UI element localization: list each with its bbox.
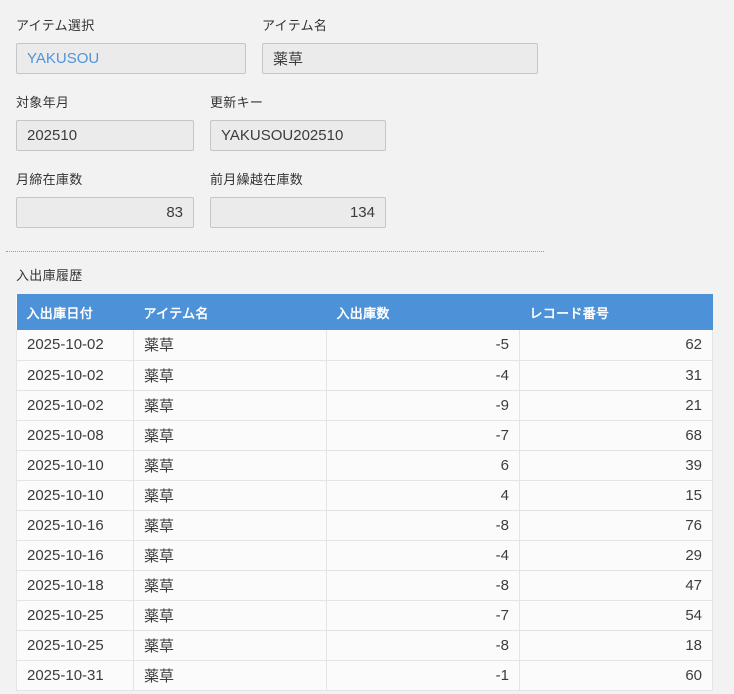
history-cell-date: 2025-10-02	[16, 390, 134, 421]
history-cell-date: 2025-10-18	[16, 570, 134, 601]
history-cell-record-no: 29	[519, 540, 713, 571]
history-cell-item-name: 薬草	[133, 480, 327, 511]
history-cell-record-no: 39	[519, 450, 713, 481]
history-cell-item-name: 薬草	[133, 510, 327, 541]
history-cell-qty: 6	[326, 450, 520, 481]
target-month-group: 対象年月	[16, 92, 194, 151]
form-row-2: 対象年月 更新キー	[16, 92, 718, 151]
history-cell-item-name: 薬草	[133, 570, 327, 601]
update-key-input[interactable]	[210, 120, 386, 151]
history-row: 2025-10-02 薬草 -5 62	[16, 330, 713, 361]
history-cell-qty: -1	[326, 660, 520, 691]
history-cell-record-no: 47	[519, 570, 713, 601]
history-cell-record-no: 18	[519, 630, 713, 661]
form-row-3: 月締在庫数 前月繰越在庫数	[16, 169, 718, 228]
history-cell-date: 2025-10-16	[16, 510, 134, 541]
form-row-1: アイテム選択 アイテム名	[16, 15, 718, 74]
history-cell-record-no: 21	[519, 390, 713, 421]
item-name-label: アイテム名	[262, 18, 328, 33]
column-header-item-name: アイテム名	[133, 294, 327, 330]
update-key-group: 更新キー	[210, 92, 386, 151]
history-table: 入出庫日付 アイテム名 入出庫数 レコード番号 2025-10-02 薬草 -5 62…	[16, 294, 713, 691]
history-cell-date: 2025-10-10	[16, 480, 134, 511]
history-cell-record-no: 60	[519, 660, 713, 691]
history-cell-item-name: 薬草	[133, 330, 327, 361]
history-section-title: 入出庫履歴	[16, 268, 83, 283]
history-cell-item-name: 薬草	[133, 660, 327, 691]
column-header-date: 入出庫日付	[16, 294, 134, 330]
prev-month-carryover-stock-group: 前月繰越在庫数	[210, 169, 386, 228]
item-select-label: アイテム選択	[16, 18, 95, 33]
history-row: 2025-10-08 薬草 -7 68	[16, 420, 713, 451]
history-cell-date: 2025-10-31	[16, 660, 134, 691]
history-cell-record-no: 31	[519, 360, 713, 391]
history-row: 2025-10-02 薬草 -9 21	[16, 390, 713, 421]
history-cell-date: 2025-10-25	[16, 630, 134, 661]
history-cell-item-name: 薬草	[133, 390, 327, 421]
history-cell-qty: 4	[326, 480, 520, 511]
history-header-row: 入出庫日付 アイテム名 入出庫数 レコード番号	[16, 294, 713, 330]
history-cell-qty: -9	[326, 390, 520, 421]
history-row: 2025-10-31 薬草 -1 60	[16, 660, 713, 691]
history-cell-qty: -5	[326, 330, 520, 361]
history-cell-record-no: 54	[519, 600, 713, 631]
history-cell-record-no: 62	[519, 330, 713, 361]
history-row: 2025-10-16 薬草 -8 76	[16, 510, 713, 541]
history-row: 2025-10-18 薬草 -8 47	[16, 570, 713, 601]
history-cell-qty: -4	[326, 360, 520, 391]
history-cell-item-name: 薬草	[133, 450, 327, 481]
history-cell-record-no: 15	[519, 480, 713, 511]
history-cell-item-name: 薬草	[133, 540, 327, 571]
prev-month-carryover-stock-label: 前月繰越在庫数	[210, 172, 304, 187]
history-cell-item-name: 薬草	[133, 360, 327, 391]
item-name-group: アイテム名	[262, 15, 538, 74]
update-key-label: 更新キー	[210, 95, 264, 110]
history-cell-item-name: 薬草	[133, 600, 327, 631]
history-row: 2025-10-02 薬草 -4 31	[16, 360, 713, 391]
history-cell-qty: -8	[326, 570, 520, 601]
history-cell-date: 2025-10-16	[16, 540, 134, 571]
history-row: 2025-10-10 薬草 4 15	[16, 480, 713, 511]
history-cell-qty: -8	[326, 630, 520, 661]
history-cell-record-no: 76	[519, 510, 713, 541]
month-end-stock-group: 月締在庫数	[16, 169, 194, 228]
target-month-label: 対象年月	[16, 95, 70, 110]
history-cell-qty: -8	[326, 510, 520, 541]
month-end-stock-input[interactable]	[16, 197, 194, 228]
history-cell-qty: -7	[326, 420, 520, 451]
history-cell-item-name: 薬草	[133, 630, 327, 661]
month-end-stock-label: 月締在庫数	[16, 172, 83, 187]
history-cell-qty: -4	[326, 540, 520, 571]
history-cell-date: 2025-10-10	[16, 450, 134, 481]
column-header-qty: 入出庫数	[326, 294, 520, 330]
item-select-input[interactable]	[16, 43, 246, 74]
prev-month-carryover-stock-input[interactable]	[210, 197, 386, 228]
history-row: 2025-10-10 薬草 6 39	[16, 450, 713, 481]
history-cell-date: 2025-10-25	[16, 600, 134, 631]
item-select-group: アイテム選択	[16, 15, 246, 74]
history-cell-date: 2025-10-08	[16, 420, 134, 451]
target-month-input[interactable]	[16, 120, 194, 151]
history-cell-item-name: 薬草	[133, 420, 327, 451]
history-cell-date: 2025-10-02	[16, 330, 134, 361]
history-row: 2025-10-16 薬草 -4 29	[16, 540, 713, 571]
history-cell-qty: -7	[326, 600, 520, 631]
history-row: 2025-10-25 薬草 -8 18	[16, 630, 713, 661]
section-divider	[6, 251, 544, 252]
history-cell-date: 2025-10-02	[16, 360, 134, 391]
history-row: 2025-10-25 薬草 -7 54	[16, 600, 713, 631]
history-cell-record-no: 68	[519, 420, 713, 451]
column-header-record-no: レコード番号	[519, 294, 713, 330]
item-name-input[interactable]	[262, 43, 538, 74]
